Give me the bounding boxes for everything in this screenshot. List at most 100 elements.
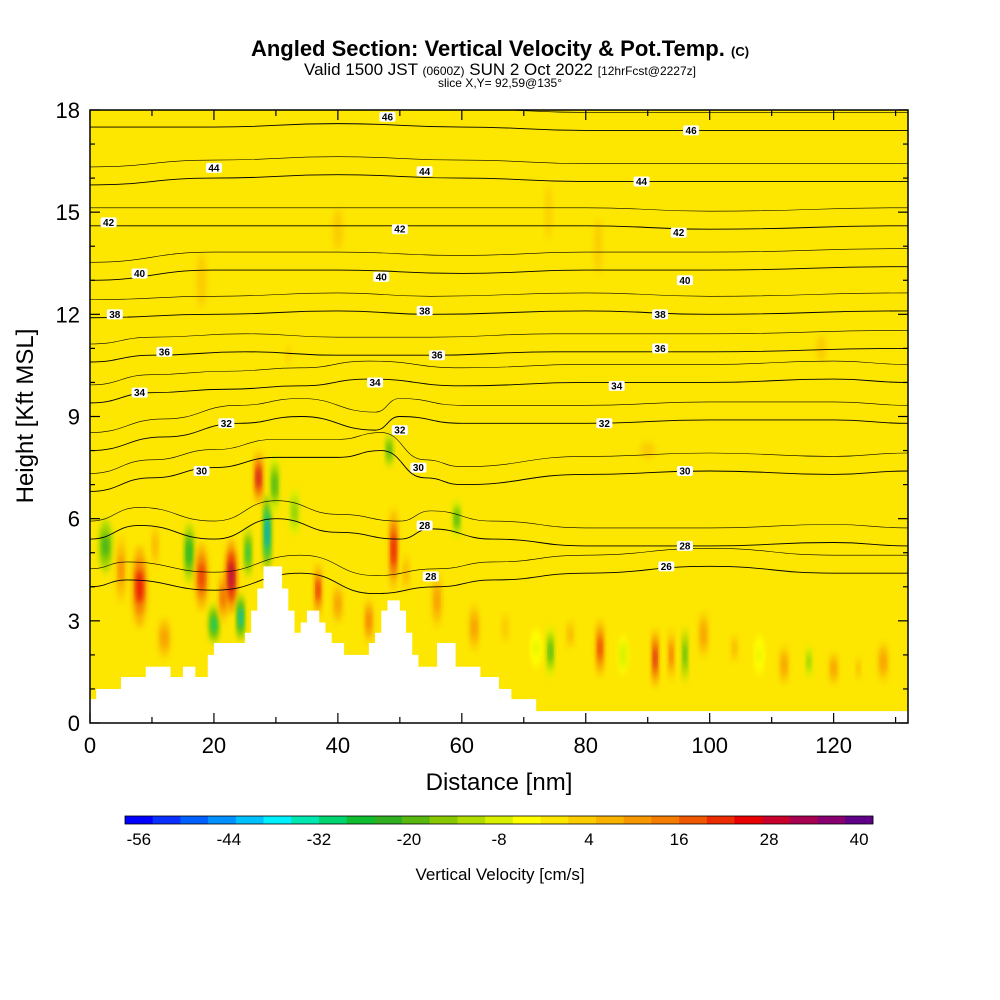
velocity-cell	[102, 535, 109, 557]
contour-label-bg	[367, 377, 384, 388]
slice-info: slice X,Y= 92,59@135°	[437, 76, 563, 90]
contour-label-bg	[205, 162, 222, 173]
contour-label: 40	[679, 276, 691, 287]
velocity-cell	[683, 643, 687, 666]
contour-label: 30	[413, 463, 425, 474]
theta-contour-minor	[90, 330, 908, 345]
theta-contour-30	[90, 450, 908, 492]
contour-label: 38	[419, 306, 431, 317]
velocity-cell	[286, 345, 291, 365]
colorbar-swatch	[845, 816, 874, 824]
velocity-cell	[404, 562, 409, 585]
theta-contour-42	[90, 225, 908, 230]
colorbar-swatch	[208, 816, 237, 824]
velocity-cell	[653, 646, 657, 670]
velocity-cell	[534, 639, 539, 657]
x-axis: 0 20 40 60 80 100 120	[84, 110, 897, 758]
colorbar-swatch	[817, 816, 846, 824]
colorbar-swatch	[734, 816, 763, 824]
x-axis-label: Distance [nm]	[426, 769, 573, 796]
colorbar-tick-label: -44	[217, 830, 242, 849]
velocity-field	[98, 144, 889, 688]
contour-label-bg	[410, 462, 427, 473]
colorbar-swatch	[402, 816, 431, 824]
plot-area	[90, 110, 908, 723]
contour-label: 36	[431, 351, 443, 362]
velocity-cell	[701, 624, 706, 644]
contour-label: 32	[599, 419, 611, 430]
colorbar-swatch	[595, 816, 624, 824]
colorbar-swatch	[374, 816, 403, 824]
contour-label-bg	[131, 268, 148, 279]
velocity-cell	[136, 570, 143, 604]
velocity-cell	[621, 646, 625, 664]
velocity-cell	[187, 540, 192, 565]
colorbar-frame	[124, 815, 874, 825]
contour-label: 28	[679, 541, 691, 552]
contour-label-bg	[193, 465, 210, 476]
theta-contour-40	[90, 266, 908, 281]
contour-label: 40	[134, 269, 146, 280]
chart-subtitle: Valid 1500 JST (0600Z) SUN 2 Oct 2022 [1…	[0, 60, 1000, 80]
velocity-cell	[568, 626, 573, 643]
contour-label: 42	[394, 225, 406, 236]
velocity-cell	[548, 640, 553, 663]
contour-label: 46	[382, 112, 394, 123]
contour-label-bg	[218, 418, 235, 429]
valid-time: Valid 1500 JST	[304, 60, 418, 79]
velocity-cell	[807, 654, 811, 669]
contour-label-bg	[633, 176, 650, 187]
y-tick-label: 18	[56, 98, 80, 123]
contour-label-bg	[596, 418, 613, 429]
colorbar-tick-label: 40	[850, 830, 869, 849]
velocity-cell	[239, 607, 243, 627]
velocity-cell	[391, 532, 396, 566]
colorbar-swatch	[235, 816, 264, 824]
theta-contour-minor	[90, 500, 908, 529]
colorbar-swatch	[457, 816, 486, 824]
terrain	[90, 566, 908, 723]
colorbar-swatch	[679, 816, 708, 824]
theta-contour-34	[90, 378, 908, 404]
y-axis-label: Height [Kft MSL]	[12, 329, 39, 504]
theta-contour-minor	[90, 207, 908, 212]
contour-label: 30	[679, 466, 691, 477]
forecast-run: [12hrFcst@2227z]	[597, 64, 696, 78]
colorbar-tick-label: 4	[584, 830, 593, 849]
chart-title: Angled Section: Vertical Velocity & Pot.…	[250, 36, 750, 61]
contour-label: 26	[661, 562, 673, 573]
theta-contours	[90, 110, 908, 595]
velocity-cell	[670, 643, 673, 666]
contour-label-bg	[156, 346, 173, 357]
velocity-cell	[316, 579, 320, 602]
contour-label: 28	[419, 521, 431, 532]
theta-contour-26	[90, 565, 908, 595]
theta-contour-32	[90, 416, 908, 452]
terrain-profile	[90, 566, 908, 723]
y-tick-label: 9	[68, 405, 80, 430]
contour-label-bg	[429, 350, 446, 361]
colorbar-swatch	[152, 816, 181, 824]
colorbar-swatch	[318, 816, 347, 824]
contour-label-bg	[670, 227, 687, 238]
contour-label: 38	[655, 310, 667, 321]
velocity-cell	[732, 639, 737, 657]
velocity-cell	[196, 253, 207, 308]
colorbar-swatch	[291, 816, 320, 824]
theta-contour-minor	[90, 548, 908, 576]
velocity-cell	[455, 510, 459, 527]
contour-label: 44	[208, 163, 220, 174]
colorbar-swatch	[429, 816, 458, 824]
velocity-cell	[332, 208, 343, 250]
velocity-cell	[272, 472, 277, 497]
contour-label-bg	[422, 571, 439, 582]
velocity-cell	[640, 442, 656, 459]
velocity-cell	[265, 517, 269, 548]
contour-label-bg	[416, 166, 433, 177]
colorbar-tick-label: -8	[491, 830, 506, 849]
y-tick-label: 6	[68, 507, 80, 532]
y-tick-label: 3	[68, 609, 80, 634]
velocity-cell	[153, 533, 158, 559]
contour-label: 36	[159, 347, 171, 358]
utc-time: (0600Z)	[422, 64, 465, 78]
